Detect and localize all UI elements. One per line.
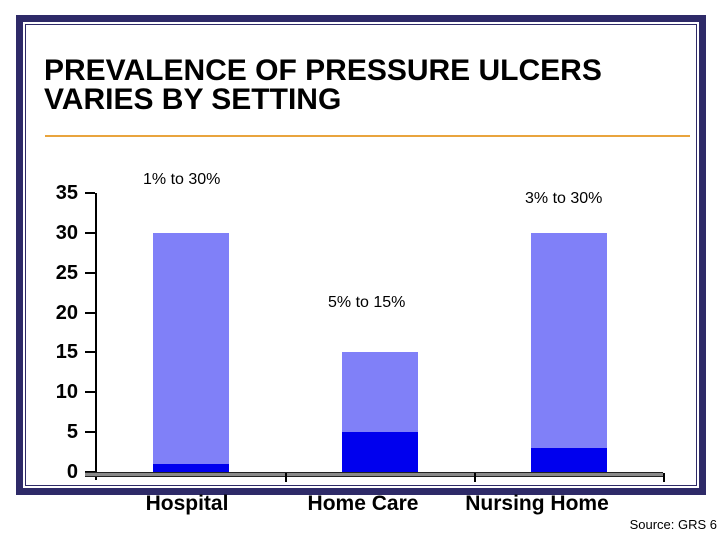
y-axis-tick — [85, 431, 95, 434]
y-axis-line — [95, 193, 97, 480]
x-axis-tick — [474, 473, 476, 482]
x-axis-label-home-care: Home Care — [307, 492, 419, 515]
bar-home-care-high-segment — [342, 352, 418, 433]
title-underline-rule — [45, 135, 690, 137]
slide-inner-border — [25, 24, 697, 486]
y-axis-tick — [85, 351, 95, 354]
y-axis-tick-label: 5 — [66, 421, 78, 444]
slide-title: PREVALENCE OF PRESSURE ULCERS VARIES BY … — [44, 54, 684, 116]
bar-home-care-low-segment — [342, 432, 418, 472]
y-axis-tick — [85, 271, 95, 274]
x-axis-baseline — [85, 472, 663, 477]
y-axis-tick-label: 15 — [55, 341, 78, 364]
x-axis-tick — [285, 473, 287, 482]
y-axis-tick — [85, 192, 95, 194]
annotation-nursing-home: 3% to 30% — [525, 190, 603, 207]
y-axis-tick-label: 10 — [55, 381, 78, 404]
bar-hospital-high-segment — [153, 232, 229, 464]
slide-title-line1: PREVALENCE OF PRESSURE ULCERS — [44, 54, 602, 87]
bar-hospital-low-segment — [153, 464, 229, 472]
y-axis-tick — [85, 391, 95, 394]
y-axis-tick-label: 30 — [55, 221, 78, 244]
y-axis-tick-label: 20 — [55, 301, 78, 324]
source-note: Source: GRS 6 — [629, 517, 717, 532]
annotation-home-care: 5% to 15% — [328, 294, 406, 311]
bar-nursing-home-low-segment — [531, 448, 607, 472]
slide-title-line2: VARIES BY SETTING — [44, 83, 342, 116]
bar-nursing-home-high-segment — [531, 232, 607, 449]
y-axis-tick-label: 0 — [66, 461, 78, 483]
y-axis-tick-label: 35 — [55, 182, 78, 204]
x-axis-label-hospital: Hospital — [145, 492, 229, 515]
y-axis-tick-label: 25 — [55, 261, 78, 284]
y-axis-tick — [85, 311, 95, 314]
y-axis-tick — [85, 231, 95, 234]
x-axis-tick — [663, 473, 665, 482]
x-axis-label-nursing-home: Nursing Home — [465, 492, 609, 515]
annotation-hospital: 1% to 30% — [143, 171, 221, 188]
